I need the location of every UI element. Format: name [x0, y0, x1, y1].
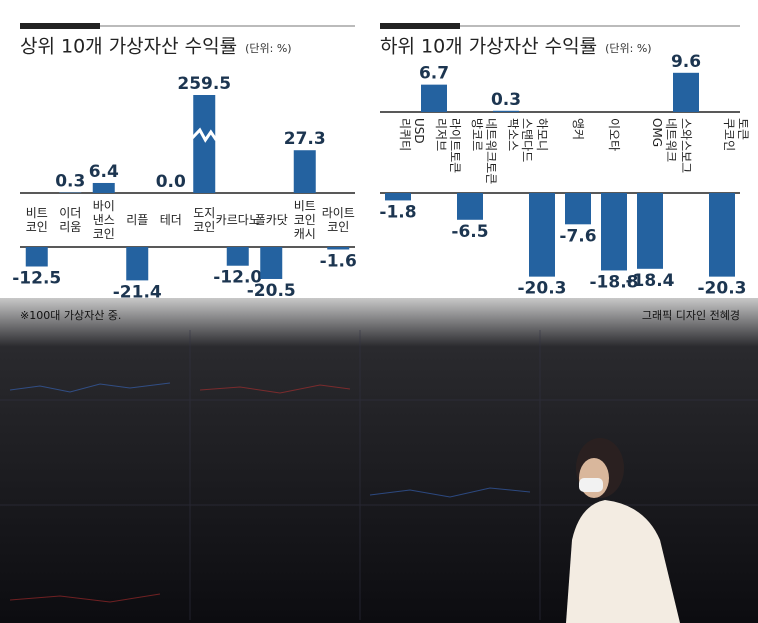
footnote: ※100대 가상자산 중. — [20, 309, 121, 322]
bar — [457, 193, 483, 220]
value-label: -18.4 — [626, 271, 675, 291]
category-label: 테더 — [160, 213, 182, 227]
value-label: -1.8 — [379, 202, 416, 222]
category-label: 쿠코인토큰 — [723, 118, 751, 151]
value-label: 27.3 — [284, 129, 326, 149]
value-label: -1.6 — [320, 251, 357, 271]
axis-break — [191, 127, 218, 143]
title-rule-accent — [380, 23, 460, 29]
category-label: 하모니 — [536, 118, 550, 151]
value-label: 6.4 — [89, 162, 119, 182]
bar — [226, 247, 249, 266]
category-label: 이오타 — [608, 118, 622, 151]
value-label: -7.6 — [559, 226, 596, 246]
value-label: -6.5 — [451, 222, 488, 242]
bar — [260, 247, 283, 279]
value-label: -12.0 — [213, 268, 262, 288]
unit-label: (단위: %) — [245, 42, 291, 55]
category-label: 도지 코인 — [193, 206, 215, 234]
bar — [421, 84, 447, 112]
category-label: 폴카닷 — [255, 213, 288, 227]
chart-title: 상위 10개 가상자산 수익률 — [20, 36, 237, 58]
value-label: 0.0 — [156, 172, 186, 192]
bar — [673, 72, 699, 112]
bar — [293, 150, 316, 193]
bar — [385, 193, 411, 201]
bar — [529, 193, 555, 277]
bar — [327, 247, 350, 250]
category-label: 비트 코인 — [26, 206, 48, 234]
credit: 그래픽 디자인 전혜경 — [642, 309, 740, 322]
category-label: 리퀴티USD — [399, 118, 427, 151]
chart-title: 하위 10개 가상자산 수익률 — [380, 36, 597, 58]
category-label: 방코르네트워크토큰 — [471, 118, 499, 184]
value-label: -21.4 — [113, 282, 162, 302]
title-rule-accent — [20, 23, 100, 29]
category-label: 팍소스스탠다드 — [507, 118, 535, 162]
category-label: 카르다노 — [216, 213, 260, 227]
value-label: 0.3 — [55, 172, 85, 192]
category-label: OMG네트워크 — [651, 118, 679, 162]
category-label: 리플 — [126, 213, 148, 227]
category-label: 이더 리움 — [59, 206, 81, 234]
value-label: 259.5 — [177, 74, 231, 94]
bar — [565, 193, 591, 225]
title-rule — [20, 25, 355, 27]
bar — [493, 110, 519, 112]
title-rule — [380, 25, 740, 27]
value-label: -20.3 — [698, 279, 747, 299]
value-label: -12.5 — [12, 269, 61, 289]
bar — [601, 193, 627, 271]
category-label: 스와스보그 — [680, 118, 694, 173]
bar — [193, 95, 216, 193]
category-label: 비트 코인 캐시 — [294, 199, 316, 241]
value-label: -18.8 — [590, 272, 639, 292]
value-label: -20.5 — [247, 281, 296, 301]
photo-decoration — [0, 330, 758, 620]
category-label: 라이트 코인 — [322, 206, 355, 234]
bar — [25, 247, 48, 267]
bar — [92, 182, 115, 193]
person — [566, 438, 680, 623]
bar — [126, 247, 149, 281]
unit-label: (단위: %) — [605, 42, 651, 55]
value-label: 9.6 — [671, 52, 701, 72]
value-label: 0.3 — [491, 90, 521, 110]
bar — [709, 193, 735, 277]
value-label: -20.3 — [518, 279, 567, 299]
value-label: 6.7 — [419, 64, 449, 84]
category-label: 리저브라이트토큰 — [435, 118, 463, 173]
bar — [637, 193, 663, 269]
category-label: 바이 낸스 코인 — [93, 199, 115, 241]
category-label: 앵커 — [572, 118, 586, 140]
